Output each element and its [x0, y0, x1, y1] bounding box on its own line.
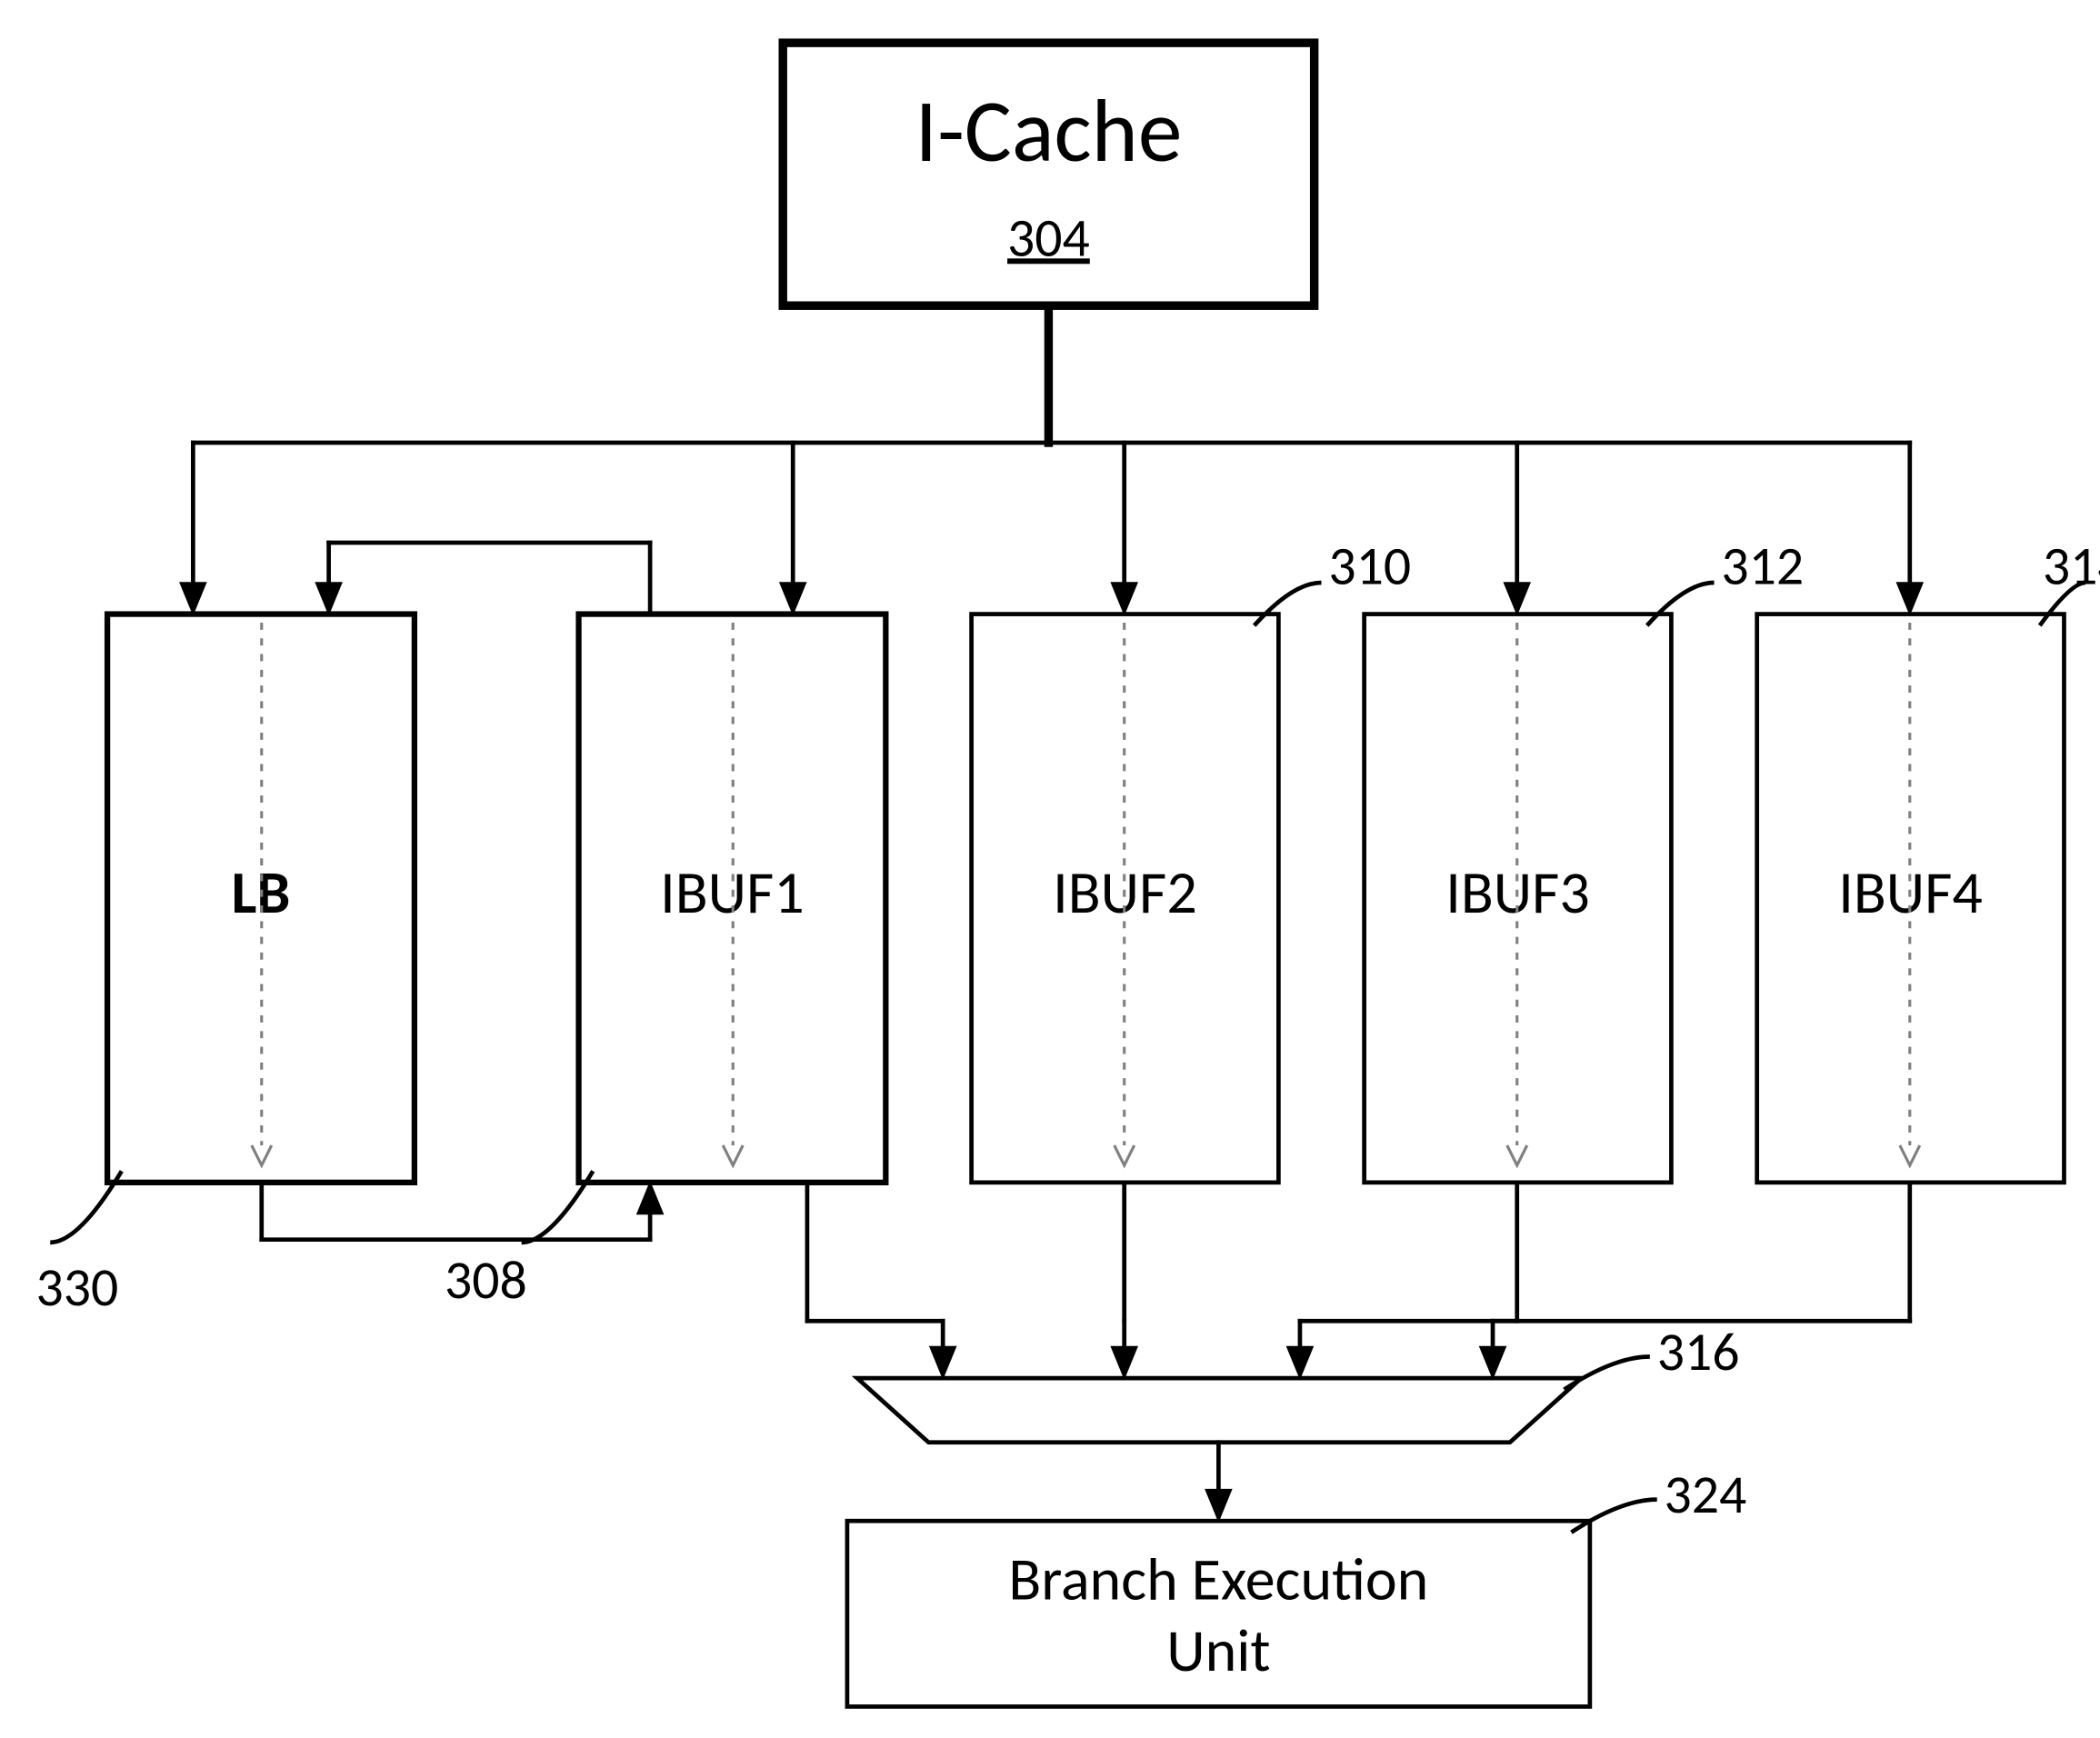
ref-310: 310 — [1328, 534, 1411, 600]
mux — [857, 1378, 1582, 1443]
ref-316: 316 — [1657, 1319, 1740, 1385]
ref-314: 314 — [2043, 534, 2100, 600]
icache-title: I-Cache — [915, 77, 1183, 185]
ref-312: 312 — [1721, 534, 1804, 600]
ref-330: 330 — [36, 1254, 119, 1321]
ref-324: 324 — [1665, 1462, 1747, 1528]
icache-ref: 304 — [1007, 205, 1090, 271]
ref-308: 308 — [445, 1247, 527, 1313]
beu-label-1: Branch Execution — [1008, 1543, 1428, 1616]
beu-label-2: Unit — [1166, 1613, 1270, 1687]
